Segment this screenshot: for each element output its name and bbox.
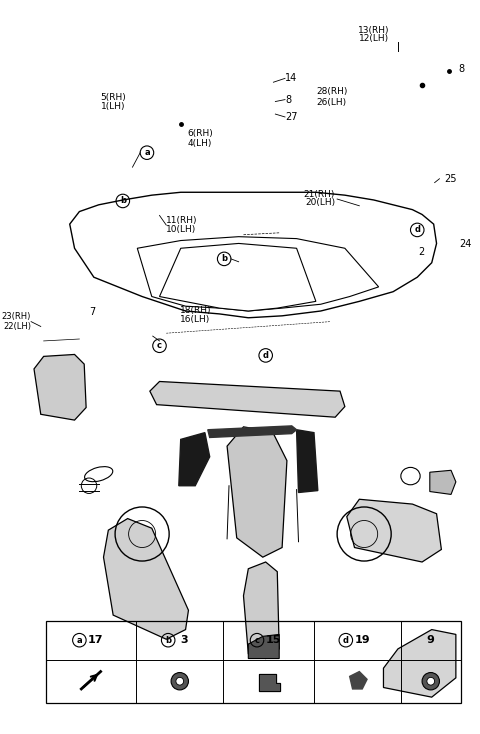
Circle shape <box>422 672 440 690</box>
Polygon shape <box>297 429 318 493</box>
Text: b: b <box>221 255 227 264</box>
Polygon shape <box>259 674 280 691</box>
Polygon shape <box>104 518 189 639</box>
Polygon shape <box>137 236 379 311</box>
Text: 25: 25 <box>444 174 457 184</box>
Text: c: c <box>254 636 260 644</box>
Text: 4(LH): 4(LH) <box>188 139 212 148</box>
Text: 12(LH): 12(LH) <box>359 34 389 43</box>
Text: 8: 8 <box>285 95 291 104</box>
Text: 9: 9 <box>427 635 435 645</box>
Text: 10(LH): 10(LH) <box>166 225 196 234</box>
Text: 21(RH): 21(RH) <box>304 189 335 199</box>
Polygon shape <box>208 426 297 437</box>
Polygon shape <box>227 427 287 557</box>
Text: 17: 17 <box>88 635 104 645</box>
Text: b: b <box>120 197 126 206</box>
Text: 27: 27 <box>285 112 298 122</box>
Circle shape <box>176 677 184 685</box>
Text: b: b <box>165 636 171 644</box>
Text: 14: 14 <box>285 73 297 84</box>
Polygon shape <box>347 499 442 562</box>
Polygon shape <box>349 672 367 689</box>
Text: 22(LH): 22(LH) <box>3 322 31 331</box>
Text: a: a <box>77 636 82 644</box>
Text: 19: 19 <box>354 635 370 645</box>
Ellipse shape <box>401 468 420 484</box>
Text: c: c <box>157 341 162 350</box>
Text: 6(RH): 6(RH) <box>188 129 213 138</box>
Text: 26(LH): 26(LH) <box>316 98 346 107</box>
Circle shape <box>171 672 189 690</box>
Text: 18(RH): 18(RH) <box>180 305 211 315</box>
Text: 23(RH): 23(RH) <box>2 312 31 321</box>
Text: 20(LH): 20(LH) <box>305 198 335 208</box>
Polygon shape <box>179 432 210 486</box>
Text: 13(RH): 13(RH) <box>358 26 390 34</box>
Circle shape <box>427 677 434 685</box>
Bar <box>46 621 461 703</box>
Text: d: d <box>263 351 269 360</box>
Text: 5(RH): 5(RH) <box>100 93 126 102</box>
Polygon shape <box>150 382 345 417</box>
Text: 8: 8 <box>459 64 465 73</box>
Text: 3: 3 <box>181 635 189 645</box>
Text: a: a <box>144 148 150 157</box>
Text: 15: 15 <box>266 635 281 645</box>
Polygon shape <box>70 192 436 318</box>
Text: 16(LH): 16(LH) <box>180 315 210 324</box>
Polygon shape <box>34 355 86 420</box>
Text: d: d <box>414 225 420 234</box>
Text: 1(LH): 1(LH) <box>101 102 125 111</box>
Polygon shape <box>384 630 456 697</box>
Polygon shape <box>430 470 456 495</box>
Text: 11(RH): 11(RH) <box>166 216 198 225</box>
Text: 7: 7 <box>89 307 95 317</box>
Text: 28(RH): 28(RH) <box>316 87 347 96</box>
Text: 24: 24 <box>459 239 471 250</box>
Polygon shape <box>243 562 279 658</box>
Polygon shape <box>159 244 316 311</box>
Text: 2: 2 <box>419 247 425 257</box>
Ellipse shape <box>84 467 113 482</box>
Text: d: d <box>343 636 349 644</box>
Polygon shape <box>248 634 279 658</box>
